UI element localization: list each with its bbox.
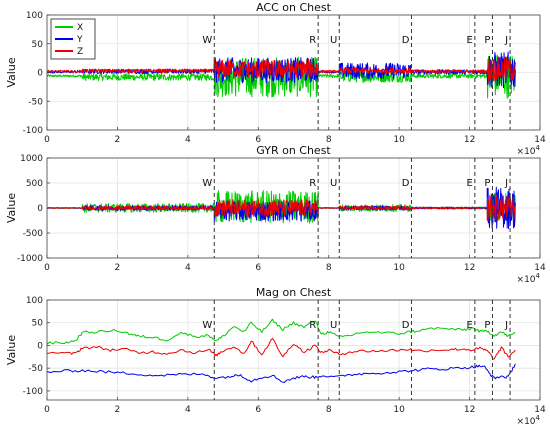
panel-title: Mag on Chest: [256, 286, 332, 299]
event-label-d: D: [402, 35, 410, 46]
event-label-j: J: [504, 320, 508, 331]
x-tick-label: 10: [393, 405, 405, 415]
y-tick-label: -1000: [17, 254, 43, 264]
event-label-p: P: [484, 320, 490, 331]
x-tick-label: 8: [326, 405, 332, 415]
x-tick-label: 2: [115, 135, 121, 145]
x-tick-label: 8: [326, 135, 332, 145]
y-tick-label: -100: [23, 387, 44, 397]
legend: XYZ: [50, 18, 96, 60]
x-tick-label: 4: [185, 263, 191, 273]
x-tick-label: 6: [255, 135, 261, 145]
x-tick-label: 0: [44, 263, 50, 273]
event-label-e: E: [467, 178, 473, 189]
event-label-w: W: [202, 35, 212, 46]
x-multiplier: ×104: [517, 272, 541, 285]
series-group: [47, 186, 516, 230]
y-tick-label: -50: [28, 97, 43, 107]
x-tick-label: 6: [255, 405, 261, 415]
x-tick-label: 2: [115, 263, 121, 273]
panel-2: W R U D E P J 0 2 4 6 8 10 12 14 -1000 -500 0 500 1000 ×104 G…: [5, 144, 546, 285]
event-label-e: E: [467, 35, 473, 46]
y-axis-label: Value: [5, 335, 18, 365]
x-tick-label: 4: [185, 135, 191, 145]
y-tick-label: -100: [23, 126, 44, 136]
event-label-d: D: [402, 178, 410, 189]
y-tick-label: -50: [28, 364, 43, 374]
series-line-z: [47, 56, 516, 83]
x-multiplier-exponent: 4: [536, 414, 541, 422]
x-tick-label: 12: [464, 263, 475, 273]
x-tick-label: 14: [534, 135, 546, 145]
event-label-j: J: [504, 35, 508, 46]
y-tick-label: 500: [26, 179, 43, 189]
event-label-r: R: [309, 320, 316, 331]
axes-box: [46, 299, 541, 401]
series-line-z: [47, 337, 516, 360]
legend-label-z: Z: [77, 47, 83, 57]
event-label-w: W: [202, 320, 212, 331]
x-tick-label: 10: [393, 135, 405, 145]
legend-label-x: X: [77, 23, 83, 33]
event-label-j: J: [504, 178, 508, 189]
event-label-r: R: [309, 35, 316, 46]
series-line-y: [47, 363, 516, 383]
y-tick-label: 50: [32, 40, 44, 50]
x-tick-label: 0: [44, 135, 50, 145]
event-label-r: R: [309, 178, 316, 189]
event-label-p: P: [484, 178, 490, 189]
x-tick-label: 8: [326, 263, 332, 273]
x-tick-label: 12: [464, 405, 475, 415]
y-tick-label: 100: [26, 11, 43, 21]
event-label-u: U: [330, 35, 337, 46]
x-multiplier: ×104: [517, 414, 541, 427]
x-tick-label: 10: [393, 263, 405, 273]
x-multiplier: ×104: [517, 144, 541, 157]
event-label-u: U: [330, 178, 337, 189]
event-label-e: E: [467, 320, 473, 331]
y-axis-label: Value: [5, 57, 18, 87]
legend-label-y: Y: [76, 35, 83, 45]
x-tick-label: 6: [255, 263, 261, 273]
y-tick-label: -500: [23, 229, 44, 239]
x-tick-label: 4: [185, 405, 191, 415]
y-tick-label: 0: [37, 69, 43, 79]
panel-title: ACC on Chest: [256, 1, 332, 14]
event-label-w: W: [202, 178, 212, 189]
x-multiplier-exponent: 4: [536, 144, 541, 152]
x-tick-label: 0: [44, 405, 50, 415]
event-label-u: U: [330, 320, 337, 331]
x-tick-label: 14: [534, 263, 546, 273]
series-line-x: [47, 318, 516, 345]
x-multiplier-exponent: 4: [536, 272, 541, 280]
series-group: [47, 318, 516, 383]
panel-3: W R U D E P J 0 2 4 6 8 10 12 14 -100 -50 0 50 100 ×104 Mag o…: [5, 286, 546, 427]
y-tick-label: 100: [26, 296, 43, 306]
y-axis-label: Value: [5, 193, 18, 223]
x-tick-label: 14: [534, 405, 546, 415]
x-tick-label: 12: [464, 135, 475, 145]
y-tick-label: 1000: [20, 154, 43, 164]
x-tick-label: 2: [115, 405, 121, 415]
event-label-p: P: [484, 35, 490, 46]
event-label-d: D: [402, 320, 410, 331]
y-tick-label: 0: [37, 341, 43, 351]
y-tick-label: 50: [32, 319, 44, 329]
panel-1: W R U D E P J 0 2 4 6 8 10 12 14 -100 -50 0 50 100 ×104 ACC o…: [5, 1, 546, 157]
series-group: [47, 51, 516, 99]
panel-title: GYR on Chest: [256, 144, 331, 157]
series-line-z: [47, 194, 516, 221]
y-tick-label: 0: [37, 204, 43, 214]
